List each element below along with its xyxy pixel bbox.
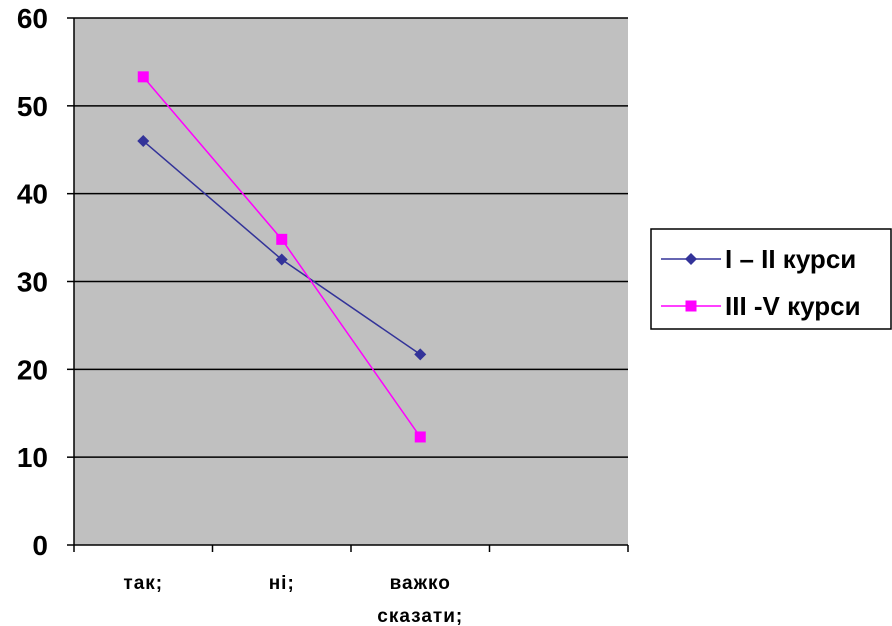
data-point-marker bbox=[137, 71, 149, 83]
data-point-marker bbox=[414, 348, 427, 361]
data-point-marker bbox=[275, 253, 288, 266]
y-tick-label-40: 40 bbox=[17, 179, 48, 210]
series-1 bbox=[137, 71, 426, 443]
data-point-marker bbox=[137, 134, 150, 147]
legend-label: III -V курси bbox=[725, 291, 861, 321]
x-axis-ticks: так; ні; важко сказати; bbox=[73, 545, 629, 626]
legend-box bbox=[650, 228, 892, 330]
x-category-label: важко bbox=[390, 573, 451, 594]
y-tick-label-0: 0 bbox=[32, 530, 48, 561]
x-category-label: ні; bbox=[269, 573, 295, 594]
grid-lines bbox=[74, 17, 628, 458]
series-0 bbox=[137, 134, 427, 361]
x-category-label: так; bbox=[123, 573, 163, 594]
y-tick-label-10: 10 bbox=[17, 442, 48, 473]
series-layer bbox=[137, 71, 427, 443]
data-point-marker bbox=[414, 431, 426, 443]
legend-item-1: III -V курси bbox=[661, 291, 861, 321]
y-tick-label-50: 50 bbox=[17, 91, 48, 122]
data-point-marker bbox=[276, 233, 288, 245]
legend: I – II курси III -V курси bbox=[650, 228, 892, 330]
legend-label: I – II курси bbox=[725, 244, 856, 274]
y-tick-label-20: 20 bbox=[17, 354, 48, 385]
x-category-label: сказати; bbox=[377, 606, 463, 626]
y-axis-ticks: 0 10 20 30 40 50 60 bbox=[17, 3, 74, 561]
legend-item-0: I – II курси bbox=[661, 244, 856, 274]
legend-marker bbox=[685, 253, 697, 265]
legend-marker bbox=[685, 300, 697, 312]
y-tick-label-60: 60 bbox=[17, 3, 48, 34]
y-tick-label-30: 30 bbox=[17, 267, 48, 298]
